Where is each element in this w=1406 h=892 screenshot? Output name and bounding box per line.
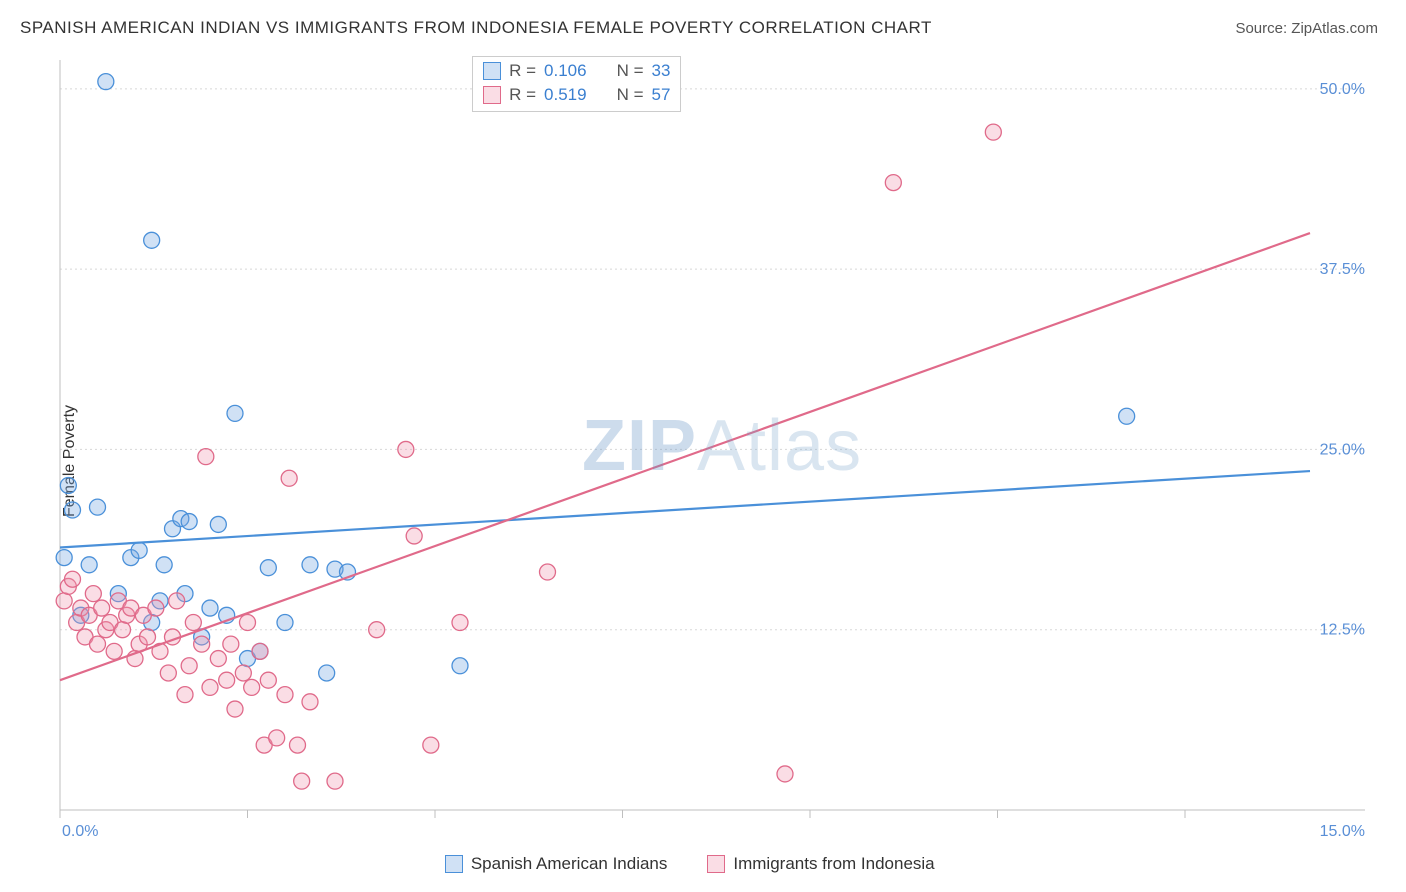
stats-r-label: R = [509, 85, 536, 105]
chart-area: Female Poverty 12.5%25.0%37.5%50.0%0.0%1… [22, 50, 1386, 872]
series-legend: Spanish American Indians Immigrants from … [445, 854, 935, 874]
trend-line-spanish [60, 471, 1310, 547]
swatch-indonesia-icon [483, 86, 501, 104]
stats-n-label: N = [617, 61, 644, 81]
data-point-spanish [210, 516, 226, 532]
data-point-spanish [227, 405, 243, 421]
data-point-spanish [302, 557, 318, 573]
data-point-spanish [90, 499, 106, 515]
data-point-indonesia [181, 658, 197, 674]
legend-swatch-spanish-icon [445, 855, 463, 873]
data-point-indonesia [885, 175, 901, 191]
chart-header: SPANISH AMERICAN INDIAN VS IMMIGRANTS FR… [0, 0, 1406, 46]
data-point-indonesia [160, 665, 176, 681]
data-point-spanish [131, 542, 147, 558]
x-tick-label-right: 15.0% [1320, 823, 1365, 840]
data-point-indonesia [194, 636, 210, 652]
y-tick-label: 12.5% [1320, 622, 1365, 639]
data-point-indonesia [290, 737, 306, 753]
data-point-indonesia [240, 615, 256, 631]
stats-n-value: 57 [652, 85, 671, 105]
data-point-indonesia [302, 694, 318, 710]
scatter-plot: 12.5% 25.0% 37.5% 50.0% 0.0% 15.0% [50, 50, 1380, 840]
data-point-indonesia [85, 586, 101, 602]
data-point-indonesia [219, 672, 235, 688]
data-point-indonesia [269, 730, 285, 746]
data-point-spanish [56, 550, 72, 566]
stats-n-value: 33 [652, 61, 671, 81]
legend-label: Spanish American Indians [471, 854, 668, 874]
legend-swatch-indonesia-icon [707, 855, 725, 873]
data-point-indonesia [398, 441, 414, 457]
stats-row-spanish: R = 0.106 N = 33 [483, 61, 670, 81]
data-point-spanish [202, 600, 218, 616]
data-point-indonesia [210, 651, 226, 667]
data-point-spanish [260, 560, 276, 576]
data-point-indonesia [423, 737, 439, 753]
legend-item-indonesia: Immigrants from Indonesia [707, 854, 934, 874]
data-point-indonesia [235, 665, 251, 681]
data-point-indonesia [252, 643, 268, 659]
y-tick-label: 25.0% [1320, 441, 1365, 458]
stats-n-label: N = [617, 85, 644, 105]
data-point-indonesia [148, 600, 164, 616]
data-point-indonesia [115, 622, 131, 638]
data-point-indonesia [281, 470, 297, 486]
data-point-indonesia [94, 600, 110, 616]
stats-r-value: 0.519 [544, 85, 587, 105]
stats-r-label: R = [509, 61, 536, 81]
trend-line-indonesia [60, 233, 1310, 680]
data-point-spanish [277, 615, 293, 631]
data-point-indonesia [227, 701, 243, 717]
data-point-indonesia [169, 593, 185, 609]
data-point-spanish [156, 557, 172, 573]
data-point-spanish [60, 477, 76, 493]
data-point-spanish [319, 665, 335, 681]
y-tick-label: 50.0% [1320, 81, 1365, 98]
data-point-spanish [65, 502, 81, 518]
source-label: Source: ZipAtlas.com [1235, 20, 1378, 37]
data-point-spanish [452, 658, 468, 674]
data-point-indonesia [90, 636, 106, 652]
stats-r-value: 0.106 [544, 61, 587, 81]
legend-label: Immigrants from Indonesia [733, 854, 934, 874]
data-point-indonesia [369, 622, 385, 638]
data-point-spanish [181, 514, 197, 530]
chart-title: SPANISH AMERICAN INDIAN VS IMMIGRANTS FR… [20, 18, 932, 38]
data-point-indonesia [202, 679, 218, 695]
data-point-indonesia [185, 615, 201, 631]
data-point-spanish [144, 232, 160, 248]
legend-item-spanish: Spanish American Indians [445, 854, 668, 874]
data-point-indonesia [540, 564, 556, 580]
data-point-spanish [98, 74, 114, 90]
data-point-spanish [81, 557, 97, 573]
data-point-indonesia [260, 672, 276, 688]
data-point-indonesia [277, 687, 293, 703]
data-point-indonesia [777, 766, 793, 782]
data-point-indonesia [140, 629, 156, 645]
data-point-indonesia [223, 636, 239, 652]
data-point-indonesia [244, 679, 260, 695]
data-point-indonesia [65, 571, 81, 587]
x-tick-label-left: 0.0% [62, 823, 98, 840]
stats-legend-box: R = 0.106 N = 33 R = 0.519 N = 57 [472, 56, 681, 112]
data-point-indonesia [294, 773, 310, 789]
data-point-indonesia [406, 528, 422, 544]
data-point-indonesia [452, 615, 468, 631]
data-point-indonesia [198, 449, 214, 465]
data-point-indonesia [106, 643, 122, 659]
stats-row-indonesia: R = 0.519 N = 57 [483, 85, 670, 105]
data-point-spanish [1119, 408, 1135, 424]
data-point-indonesia [985, 124, 1001, 140]
swatch-spanish-icon [483, 62, 501, 80]
y-tick-label: 37.5% [1320, 261, 1365, 278]
data-point-indonesia [327, 773, 343, 789]
data-point-indonesia [56, 593, 72, 609]
data-point-indonesia [177, 687, 193, 703]
